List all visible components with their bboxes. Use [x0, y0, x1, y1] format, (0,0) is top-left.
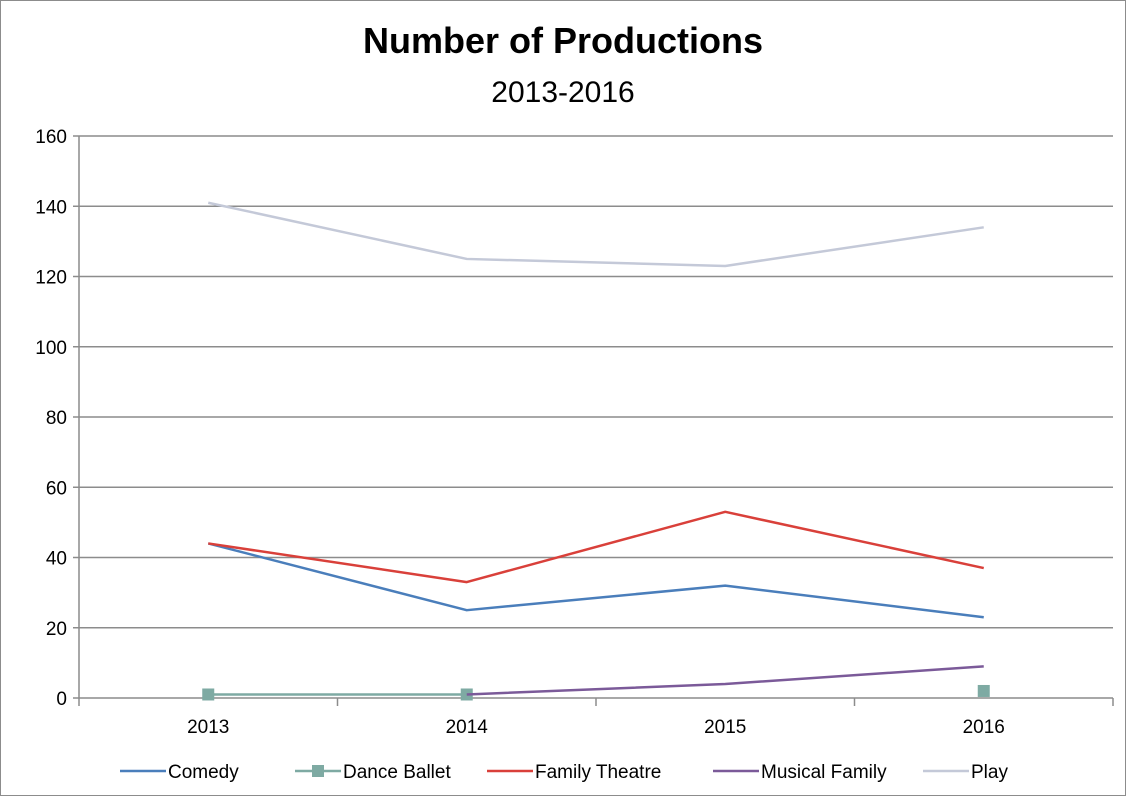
legend-item: Play	[923, 762, 1008, 783]
y-tick-label: 80	[46, 408, 67, 429]
gridlines	[79, 135, 1113, 629]
series-line	[466, 665, 984, 696]
series-play	[207, 201, 984, 268]
x-tick-label: 2015	[704, 717, 746, 738]
legend-label: Comedy	[168, 762, 239, 783]
y-tick-label: 0	[56, 689, 67, 710]
legend: Comedy Dance Ballet Family Theatre Musical …	[120, 762, 1008, 783]
series-family-theatre	[208, 510, 985, 584]
x-tick-label: 2013	[187, 717, 229, 738]
series-line	[208, 510, 985, 584]
legend-marker	[312, 765, 324, 777]
y-tick-label: 60	[46, 478, 67, 499]
legend-item: Comedy	[120, 762, 239, 783]
legend-item: Dance Ballet	[295, 762, 451, 783]
y-tick-label: 100	[35, 338, 67, 359]
series-line	[207, 201, 984, 268]
series-comedy	[207, 542, 984, 619]
legend-label: Dance Ballet	[343, 762, 451, 783]
chart-subtitle: 2013-2016	[491, 76, 635, 109]
series-musical-family	[466, 665, 984, 696]
y-tick-label: 40	[46, 549, 67, 570]
legend-label: Musical Family	[761, 762, 887, 783]
y-tick-label: 160	[35, 127, 67, 148]
axes: 0 20 40 60 80 100 120 140 160 2013 2014 2015 2016	[35, 127, 1114, 738]
data-point	[202, 688, 215, 701]
data-point	[977, 684, 990, 697]
y-tick-label: 120	[35, 268, 67, 289]
series-line	[207, 542, 984, 619]
legend-item: Musical Family	[713, 762, 887, 783]
legend-item: Family Theatre	[487, 762, 661, 783]
x-tick-label: 2014	[446, 717, 489, 738]
y-tick-label: 140	[35, 197, 67, 218]
series-layer	[202, 201, 990, 701]
x-tick-label: 2016	[963, 717, 1005, 738]
legend-label: Play	[971, 762, 1008, 783]
y-tick-label: 20	[46, 619, 67, 640]
legend-label: Family Theatre	[535, 762, 661, 783]
chart-title: Number of Productions	[362, 20, 763, 61]
